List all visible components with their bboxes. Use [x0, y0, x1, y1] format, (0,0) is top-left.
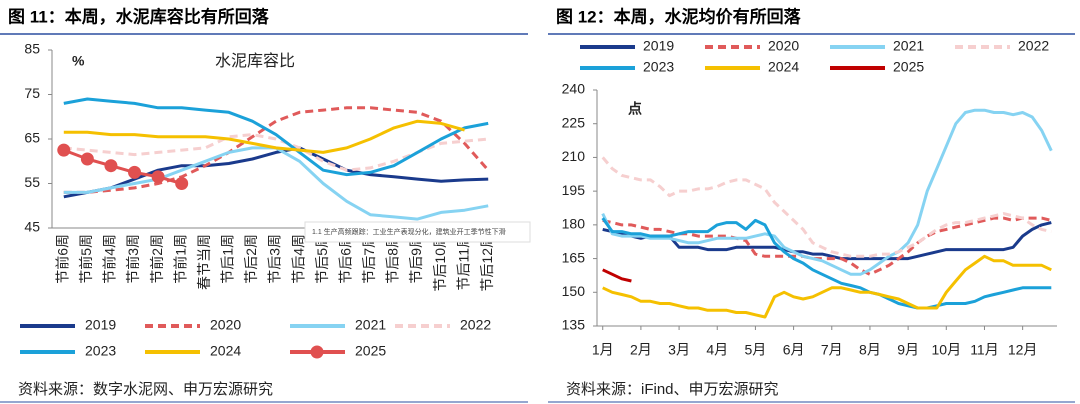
legend-label: 2024: [768, 59, 799, 75]
x-tick-label: 节后2周: [243, 234, 259, 284]
x-tick-label: 节后3周: [267, 234, 283, 284]
y-tick-label: 75: [24, 85, 40, 101]
y-tick-label: 165: [562, 249, 586, 265]
y-tick-label: 150: [562, 283, 586, 299]
series-line: [63, 119, 466, 154]
legend-label: 2025: [355, 343, 386, 359]
legend-label: 2020: [768, 38, 799, 54]
series-line: [601, 156, 1052, 258]
y-tick-label: 240: [562, 81, 586, 97]
x-tick-label: 2月: [630, 342, 652, 358]
y-tick-label: 210: [562, 148, 586, 164]
subtitle: 水泥库容比: [215, 52, 295, 70]
x-tick-label: 5月: [745, 342, 767, 358]
x-tick-label: 节前4周: [102, 234, 118, 284]
legend-label: 2023: [85, 343, 116, 359]
chart-title: 图 12：本周，水泥均价有所回落: [556, 6, 802, 26]
x-tick-label: 11月: [970, 342, 999, 358]
legend-label: 2019: [643, 38, 674, 54]
x-tick-label: 节前1周: [172, 234, 188, 284]
x-tick-label: 节后8周: [385, 234, 401, 284]
series-line: [63, 97, 489, 177]
series-line: [63, 106, 490, 194]
x-tick-label: 节前5周: [78, 234, 94, 284]
y-tick-label: 135: [562, 317, 586, 333]
x-tick-label: 节后9周: [408, 234, 424, 284]
y-tick-label: 65: [24, 130, 40, 146]
series-line: [602, 221, 1052, 261]
x-tick-label: 12月: [1008, 342, 1038, 358]
y-tick-label: 85: [24, 41, 40, 57]
x-tick-label: 节后7周: [361, 234, 377, 284]
series-line: [602, 268, 632, 283]
legend-label: 2019: [85, 317, 116, 333]
x-tick-label: 节后5周: [314, 234, 330, 284]
chart-title: 图 11：本周，水泥库容比有所回落: [8, 6, 270, 26]
series-marker: [151, 170, 165, 184]
series-marker: [80, 152, 94, 166]
legend-label: 2024: [210, 343, 241, 359]
series-line: [63, 146, 489, 221]
legend-marker: [310, 345, 324, 359]
series-line: [602, 254, 1052, 319]
x-tick-label: 节后10周: [432, 234, 448, 292]
series-line: [602, 216, 1052, 276]
legend-label: 2022: [460, 317, 491, 333]
legend-label: 2021: [893, 38, 924, 54]
tooltip-box: [304, 221, 531, 243]
x-tick-label: 节后6周: [337, 234, 353, 284]
series-marker: [57, 143, 71, 157]
series-line: [601, 217, 1052, 310]
x-tick-label: 9月: [897, 342, 919, 358]
x-tick-label: 节后1周: [220, 234, 236, 284]
legend-label: 2020: [210, 317, 241, 333]
x-tick-label: 7月: [821, 342, 843, 358]
x-tick-label: 节前3周: [125, 234, 141, 284]
y-tick-label: 180: [562, 216, 586, 232]
x-tick-label: 节前2周: [149, 234, 165, 284]
x-tick-label: 节后12周: [479, 234, 495, 292]
y-tick-label: 195: [562, 182, 586, 198]
legend-label: 2022: [1018, 38, 1049, 54]
y-tick-label: 55: [24, 174, 40, 190]
series-marker: [175, 177, 189, 190]
series-marker: [128, 165, 142, 179]
legend-label: 2025: [893, 59, 924, 75]
unit-label: %: [72, 53, 85, 69]
y-tick-label: 45: [24, 219, 40, 235]
x-tick-label: 节后11周: [455, 234, 471, 291]
x-tick-label: 10月: [932, 342, 962, 358]
x-tick-label: 节前6周: [54, 234, 70, 284]
unit-label: 点: [628, 101, 642, 117]
legend-label: 2023: [643, 59, 674, 75]
y-tick-label: 225: [562, 114, 586, 130]
x-tick-label: 4月: [706, 342, 728, 358]
series-marker: [104, 159, 118, 173]
x-tick-label: 3月: [668, 342, 690, 358]
source-note: 资料来源：数字水泥网、申万宏源研究: [18, 381, 273, 398]
x-tick-label: 1月: [592, 342, 614, 358]
series-line: [601, 108, 1053, 276]
series-line: [63, 146, 489, 199]
x-tick-label: 节后4周: [290, 234, 306, 284]
x-tick-label: 6月: [783, 342, 805, 358]
source-note: 资料来源：iFind、申万宏源研究: [566, 381, 779, 398]
x-tick-label: 8月: [859, 342, 881, 358]
x-tick-label: 春节当周: [196, 234, 212, 290]
tooltip-text: 1.1 生产高频跟踪：工业生产表现分化，建筑业开工季节性下滑: [312, 227, 506, 236]
legend-label: 2021: [355, 317, 386, 333]
